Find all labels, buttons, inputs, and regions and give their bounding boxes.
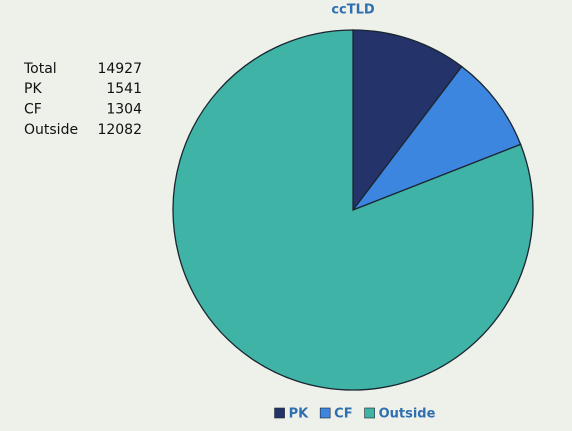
- table-value: 14927: [97, 61, 142, 77]
- chart-title: ccTLD: [331, 3, 375, 18]
- legend-swatch: [319, 407, 331, 419]
- table-value: 1304: [106, 102, 142, 118]
- pie-slice: [351, 65, 522, 212]
- table-label: PK: [24, 81, 42, 97]
- pie-slice: [352, 29, 463, 212]
- pie-slice: [172, 29, 534, 391]
- table-value: 12082: [97, 122, 142, 138]
- legend-swatch: [274, 407, 285, 419]
- legend-label: Outside: [379, 407, 436, 422]
- legend-swatch: [364, 407, 375, 419]
- table-value: 1541: [106, 81, 142, 97]
- table-label: Outside: [24, 122, 78, 138]
- legend-label: PK: [289, 407, 310, 422]
- legend-label: CF: [334, 407, 352, 422]
- table-label: CF: [24, 102, 42, 118]
- table-label: Total: [23, 61, 57, 77]
